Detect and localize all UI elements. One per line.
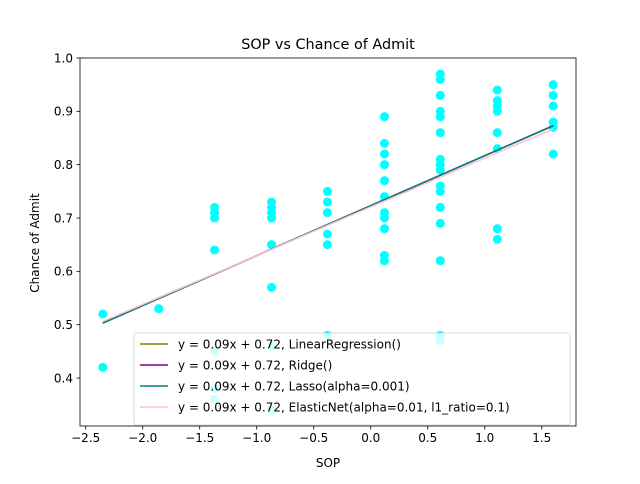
scatter-point	[379, 149, 389, 159]
scatter-point	[379, 213, 389, 223]
y-tick-label: 0.9	[54, 105, 73, 119]
x-tick-label: −2.5	[71, 431, 100, 445]
scatter-point	[435, 128, 445, 138]
x-tick-label: 0.5	[418, 431, 437, 445]
plot-area: −2.5 −2.0 −1.5 −1.0 −0.5 0.0 0.5 1.0 1.5 0.4 0.5 0.…	[54, 51, 577, 445]
scatter-point	[492, 85, 502, 95]
scatter-point	[379, 160, 389, 170]
scatter-point	[435, 186, 445, 196]
y-tick-label: 1.0	[54, 51, 73, 65]
scatter-point	[322, 197, 332, 207]
scatter-point	[210, 245, 220, 255]
y-tick-label: 0.8	[54, 158, 73, 172]
y-tick-label: 0.6	[54, 265, 73, 279]
scatter-point	[379, 224, 389, 234]
y-axis-label: Chance of Admit	[28, 193, 42, 293]
scatter-point	[435, 165, 445, 175]
scatter-point	[435, 90, 445, 100]
scatter-points	[98, 69, 558, 415]
x-tick-label: 0.0	[361, 431, 380, 445]
scatter-point	[379, 256, 389, 266]
x-tick-label: −0.5	[299, 431, 328, 445]
scatter-point	[267, 213, 277, 223]
scatter-point	[379, 112, 389, 122]
y-tick-label: 0.5	[54, 318, 73, 332]
scatter-point	[435, 112, 445, 122]
scatter-point	[492, 234, 502, 244]
chart-title: SOP vs Chance of Admit	[241, 37, 415, 53]
scatter-point	[379, 176, 389, 186]
x-tick-label: −2.0	[128, 431, 157, 445]
scatter-point	[492, 128, 502, 138]
x-axis-label: SOP	[316, 456, 340, 470]
y-tick-label: 0.4	[54, 371, 73, 385]
scatter-point	[435, 218, 445, 228]
scatter-point	[98, 362, 108, 372]
legend-entry: y = 0.09x + 0.72, Ridge()	[178, 358, 332, 372]
x-tick-label: −1.5	[185, 431, 214, 445]
x-tick-label: 1.0	[475, 431, 494, 445]
x-tick-label: −1.0	[242, 431, 271, 445]
scatter-point	[210, 213, 220, 223]
regression-line-4	[102, 128, 554, 323]
scatter-point	[492, 224, 502, 234]
legend-entry: y = 0.09x + 0.72, Lasso(alpha=0.001)	[178, 379, 410, 393]
scatter-point	[492, 106, 502, 116]
scatter-point	[435, 202, 445, 212]
scatter-point	[435, 74, 445, 84]
y-tick-label: 0.7	[54, 211, 73, 225]
axes-frame	[79, 57, 577, 427]
scatter-point	[548, 101, 558, 111]
scatter-point	[548, 149, 558, 159]
legend-entry: y = 0.09x + 0.72, LinearRegression()	[178, 337, 401, 351]
scatter-point	[379, 138, 389, 148]
scatter-point	[98, 309, 108, 319]
scatter-point	[548, 80, 558, 90]
scatter-point	[154, 304, 164, 314]
scatter-point	[267, 282, 277, 292]
scatter-point	[435, 256, 445, 266]
legend-entry: y = 0.09x + 0.72, ElasticNet(alpha=0.01,…	[178, 400, 510, 414]
scatter-point	[322, 208, 332, 218]
scatter-point	[322, 186, 332, 196]
scatter-point	[322, 229, 332, 239]
legend-box	[133, 332, 571, 426]
scatter-point	[267, 240, 277, 250]
scatter-point	[548, 90, 558, 100]
x-tick-label: 1.5	[532, 431, 551, 445]
legend: y = 0.09x + 0.72, LinearRegression() y = …	[133, 332, 571, 426]
scatter-point	[322, 240, 332, 250]
